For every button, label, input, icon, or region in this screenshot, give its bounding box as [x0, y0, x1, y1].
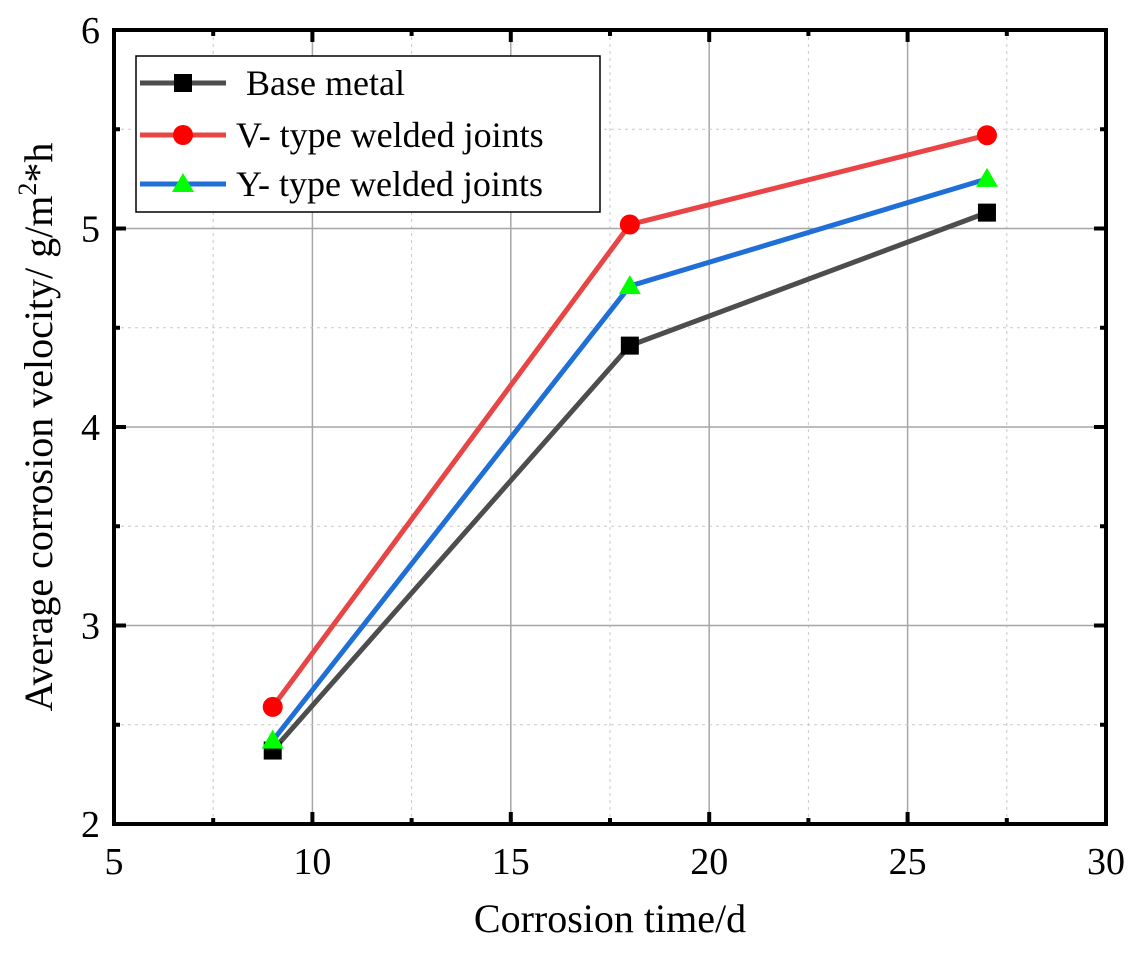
x-tick-label: 20	[690, 841, 728, 883]
x-tick-label: 15	[492, 841, 530, 883]
series-line	[270, 176, 988, 743]
data-point	[618, 275, 641, 295]
data-point	[620, 336, 639, 355]
data-point	[976, 125, 997, 146]
y-tick-label: 6	[81, 10, 100, 52]
y-tick-label: 4	[81, 407, 100, 449]
series-layer	[261, 125, 998, 760]
legend: Base metal V- type welded joints Y- type…	[135, 55, 601, 213]
y-tick-label: 5	[81, 209, 100, 251]
data-point	[975, 167, 998, 187]
x-tick-label: 10	[293, 841, 331, 883]
data-point	[262, 696, 283, 717]
x-axis-title: Corrosion time/d	[474, 896, 746, 941]
legend-swatch-marker	[172, 173, 194, 192]
legend-items	[140, 74, 226, 192]
data-point	[261, 729, 284, 749]
x-tick-label: 25	[889, 841, 927, 883]
axis-ticks: 5 10 15 20 25 30 2 3 4 5 6	[81, 10, 1125, 883]
y-tick-label: 2	[81, 804, 100, 846]
y-axis-title-main: Average corrosion velocity/ g/m	[16, 196, 61, 712]
y-axis-title-superscript: 2	[13, 183, 42, 196]
x-tick-label: 30	[1087, 841, 1125, 883]
data-point	[977, 203, 996, 222]
legend-swatch-marker	[174, 74, 192, 92]
x-tick-label: 5	[105, 841, 124, 883]
legend-swatch-marker	[173, 125, 193, 145]
legend-label-base-metal: Base metal	[246, 63, 405, 103]
y-tick-label: 3	[81, 606, 100, 648]
legend-label-y-type: Y- type welded joints	[236, 164, 543, 204]
y-axis-title-tail: *h	[16, 143, 61, 183]
data-point	[619, 214, 640, 235]
series-2	[261, 167, 998, 749]
legend-label-v-type: V- type welded joints	[236, 115, 544, 155]
y-axis-title: Average corrosion velocity/ g/m2*h	[13, 143, 61, 712]
series-1	[262, 125, 997, 717]
